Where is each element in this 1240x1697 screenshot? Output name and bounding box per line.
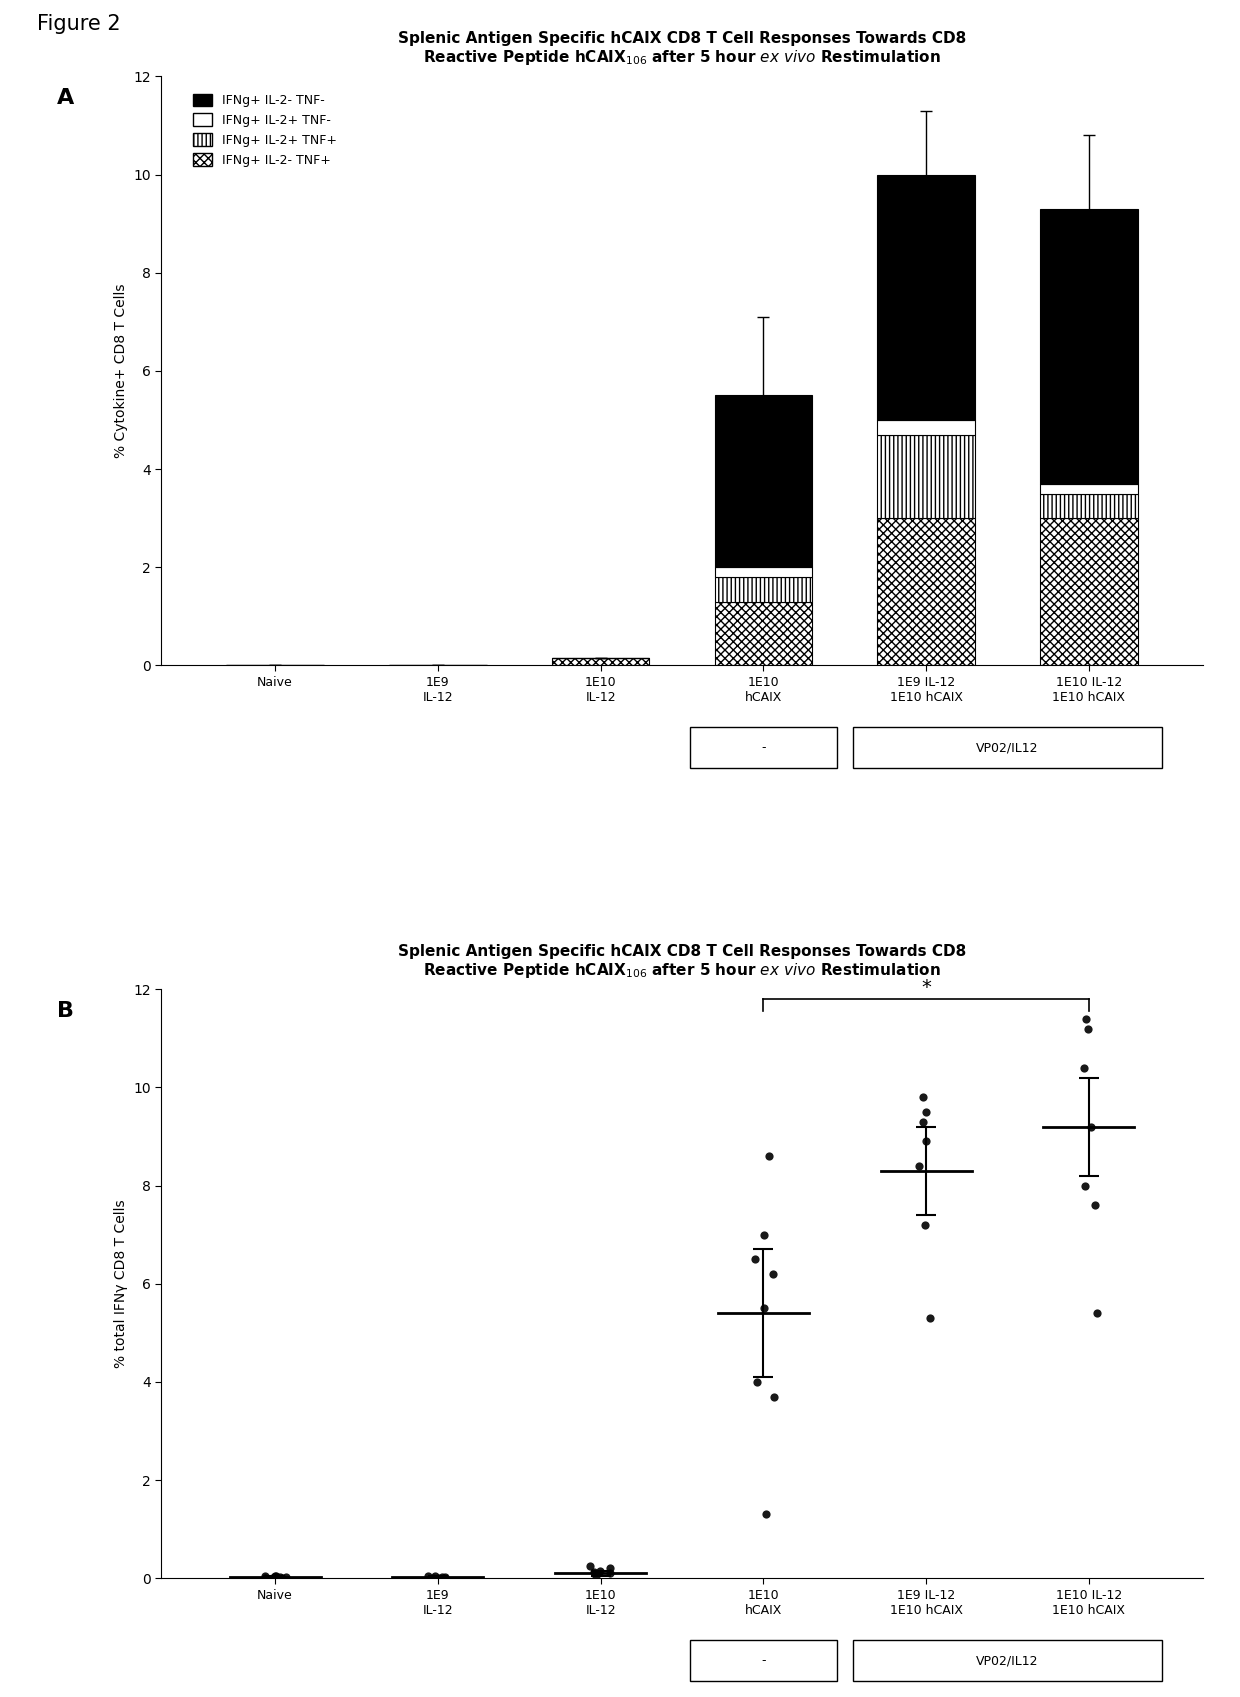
Point (759, 1142, 779, 1169)
Point (920, 1305, 940, 1332)
Point (428, 1565, 448, 1592)
Point (745, 1246, 765, 1273)
Point (915, 1098, 935, 1125)
Point (755, 1295, 775, 1322)
Point (1074, 1054, 1094, 1081)
FancyBboxPatch shape (853, 728, 1162, 769)
Point (1085, 1191, 1105, 1218)
Point (265, 1563, 285, 1590)
Bar (878, 518, 975, 665)
Point (1078, 1015, 1097, 1042)
Point (435, 1563, 455, 1590)
Point (272, 1565, 291, 1592)
Point (264, 1563, 284, 1590)
Bar (714, 395, 812, 567)
Bar (1040, 518, 1138, 665)
Y-axis label: % Cytokine+ CD8 T Cells: % Cytokine+ CD8 T Cells (114, 283, 128, 458)
Y-axis label: % total IFNγ CD8 T Cells: % total IFNγ CD8 T Cells (114, 1200, 128, 1368)
Point (748, 1368, 768, 1395)
Bar (878, 175, 975, 419)
Bar (1040, 209, 1138, 484)
Bar (714, 577, 812, 601)
Title: Splenic Antigen Specific hCAIX CD8 T Cell Responses Towards CD8
Reactive Peptide: Splenic Antigen Specific hCAIX CD8 T Cel… (398, 31, 966, 68)
FancyBboxPatch shape (691, 1639, 837, 1682)
Text: A: A (57, 88, 74, 109)
Bar (878, 434, 975, 518)
Point (255, 1563, 275, 1590)
Legend: IFNg+ IL-2- TNF-, IFNg+ IL-2+ TNF-, IFNg+ IL-2+ TNF+, IFNg+ IL-2- TNF+: IFNg+ IL-2- TNF-, IFNg+ IL-2+ TNF-, IFNg… (188, 88, 342, 171)
Point (916, 1129, 936, 1156)
Point (277, 1563, 296, 1590)
Text: Figure 2: Figure 2 (37, 14, 120, 34)
Point (915, 1212, 935, 1239)
Point (1075, 1005, 1095, 1032)
Point (600, 1554, 620, 1582)
Point (1080, 1113, 1100, 1140)
Point (425, 1563, 445, 1590)
Bar (714, 601, 812, 665)
FancyBboxPatch shape (853, 1639, 1162, 1682)
Point (580, 1553, 600, 1580)
Point (914, 1108, 934, 1135)
Point (763, 1261, 782, 1288)
Title: Splenic Antigen Specific hCAIX CD8 T Cell Responses Towards CD8
Reactive Peptide: Splenic Antigen Specific hCAIX CD8 T Cel… (398, 944, 966, 981)
Point (423, 1565, 443, 1592)
Point (1086, 1300, 1106, 1327)
Text: -: - (761, 1655, 765, 1666)
Point (909, 1152, 929, 1179)
Point (764, 1383, 784, 1410)
Text: VP02/IL12: VP02/IL12 (976, 1655, 1039, 1666)
Text: VP02/IL12: VP02/IL12 (976, 742, 1039, 753)
Text: -: - (761, 742, 765, 753)
Point (432, 1563, 451, 1590)
Point (267, 1563, 286, 1590)
Point (418, 1563, 438, 1590)
Text: *: * (921, 977, 931, 996)
Point (270, 1563, 290, 1590)
Bar (878, 419, 975, 434)
Point (600, 1560, 620, 1587)
Bar (552, 658, 650, 665)
Point (754, 1222, 774, 1249)
Bar (714, 567, 812, 577)
Bar (1040, 494, 1138, 518)
FancyBboxPatch shape (691, 728, 837, 769)
Point (255, 1565, 275, 1592)
Point (585, 1563, 605, 1590)
Point (1075, 1173, 1095, 1200)
Point (755, 1500, 775, 1527)
Point (589, 1558, 609, 1585)
Text: B: B (57, 1001, 74, 1022)
Bar (1040, 484, 1138, 494)
Point (913, 1084, 932, 1112)
Point (584, 1560, 604, 1587)
